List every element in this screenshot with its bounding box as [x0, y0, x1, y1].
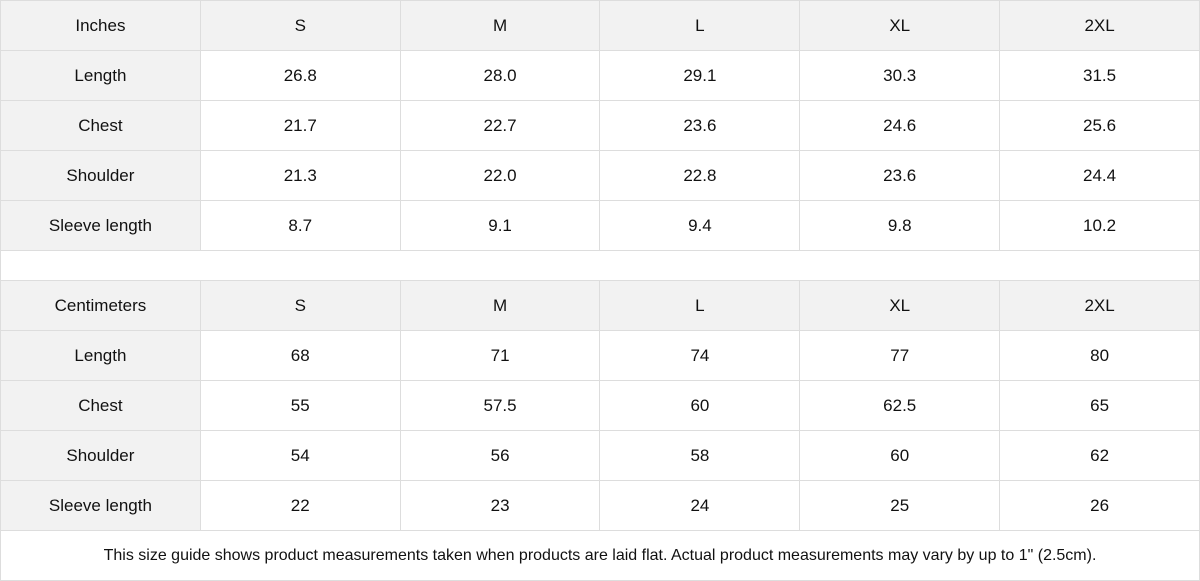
- size-header: L: [599, 280, 801, 331]
- measurement-value: 57.5: [399, 380, 601, 431]
- measurement-value: 29.1: [599, 50, 801, 101]
- measurement-label: Length: [0, 330, 201, 381]
- note-row: This size guide shows product measuremen…: [0, 530, 1200, 581]
- measurement-value: 9.1: [399, 200, 601, 251]
- measurement-value: 22.8: [599, 150, 801, 201]
- measurement-value: 23.6: [799, 150, 1001, 201]
- table-row: Shoulder 54 56 58 60 62: [0, 430, 1200, 481]
- measurement-value: 80: [999, 330, 1200, 381]
- measurement-value: 9.4: [599, 200, 801, 251]
- measurement-value: 22.7: [399, 100, 601, 151]
- size-guide-note: This size guide shows product measuremen…: [0, 530, 1200, 581]
- measurement-label: Sleeve length: [0, 480, 201, 531]
- table-row: Length 26.8 28.0 29.1 30.3 31.5: [0, 50, 1200, 101]
- measurement-value: 74: [599, 330, 801, 381]
- measurement-value: 21.3: [199, 150, 401, 201]
- size-header: 2XL: [999, 280, 1200, 331]
- measurement-value: 60: [799, 430, 1001, 481]
- measurement-value: 26: [999, 480, 1200, 531]
- measurement-value: 62: [999, 430, 1200, 481]
- measurement-value: 22: [199, 480, 401, 531]
- size-header: S: [199, 0, 401, 51]
- measurement-value: 26.8: [199, 50, 401, 101]
- measurement-value: 25.6: [999, 100, 1200, 151]
- measurement-value: 22.0: [399, 150, 601, 201]
- table-row: Sleeve length 8.7 9.1 9.4 9.8 10.2: [0, 200, 1200, 251]
- size-header: S: [199, 280, 401, 331]
- measurement-value: 60: [599, 380, 801, 431]
- measurement-value: 62.5: [799, 380, 1001, 431]
- table-row: Chest 55 57.5 60 62.5 65: [0, 380, 1200, 431]
- measurement-value: 10.2: [999, 200, 1200, 251]
- cm-header-row: Centimeters S M L XL 2XL: [0, 280, 1200, 331]
- measurement-label: Shoulder: [0, 430, 201, 481]
- measurement-label: Length: [0, 50, 201, 101]
- size-header: M: [399, 280, 601, 331]
- size-header: XL: [799, 280, 1001, 331]
- measurement-label: Chest: [0, 100, 201, 151]
- spacer-row: [0, 250, 1200, 281]
- spacer-cell: [0, 250, 1200, 281]
- measurement-label: Sleeve length: [0, 200, 201, 251]
- inches-header-row: Inches S M L XL 2XL: [0, 0, 1200, 51]
- measurement-value: 21.7: [199, 100, 401, 151]
- measurement-value: 71: [399, 330, 601, 381]
- unit-header: Centimeters: [0, 280, 201, 331]
- measurement-value: 55: [199, 380, 401, 431]
- size-header: L: [599, 0, 801, 51]
- size-header: M: [399, 0, 601, 51]
- measurement-value: 31.5: [999, 50, 1200, 101]
- measurement-value: 24.4: [999, 150, 1200, 201]
- measurement-value: 56: [399, 430, 601, 481]
- measurement-value: 28.0: [399, 50, 601, 101]
- measurement-value: 8.7: [199, 200, 401, 251]
- unit-header: Inches: [0, 0, 201, 51]
- measurement-value: 30.3: [799, 50, 1001, 101]
- measurement-value: 58: [599, 430, 801, 481]
- table-row: Length 68 71 74 77 80: [0, 330, 1200, 381]
- measurement-value: 24: [599, 480, 801, 531]
- measurement-value: 24.6: [799, 100, 1001, 151]
- measurement-value: 23: [399, 480, 601, 531]
- measurement-value: 77: [799, 330, 1001, 381]
- size-header: 2XL: [999, 0, 1200, 51]
- table-row: Sleeve length 22 23 24 25 26: [0, 480, 1200, 531]
- measurement-value: 9.8: [799, 200, 1001, 251]
- table-row: Chest 21.7 22.7 23.6 24.6 25.6: [0, 100, 1200, 151]
- size-header: XL: [799, 0, 1001, 51]
- measurement-value: 25: [799, 480, 1001, 531]
- table-row: Shoulder 21.3 22.0 22.8 23.6 24.4: [0, 150, 1200, 201]
- measurement-value: 23.6: [599, 100, 801, 151]
- measurement-value: 65: [999, 380, 1200, 431]
- measurement-label: Chest: [0, 380, 201, 431]
- measurement-value: 68: [199, 330, 401, 381]
- measurement-value: 54: [199, 430, 401, 481]
- measurement-label: Shoulder: [0, 150, 201, 201]
